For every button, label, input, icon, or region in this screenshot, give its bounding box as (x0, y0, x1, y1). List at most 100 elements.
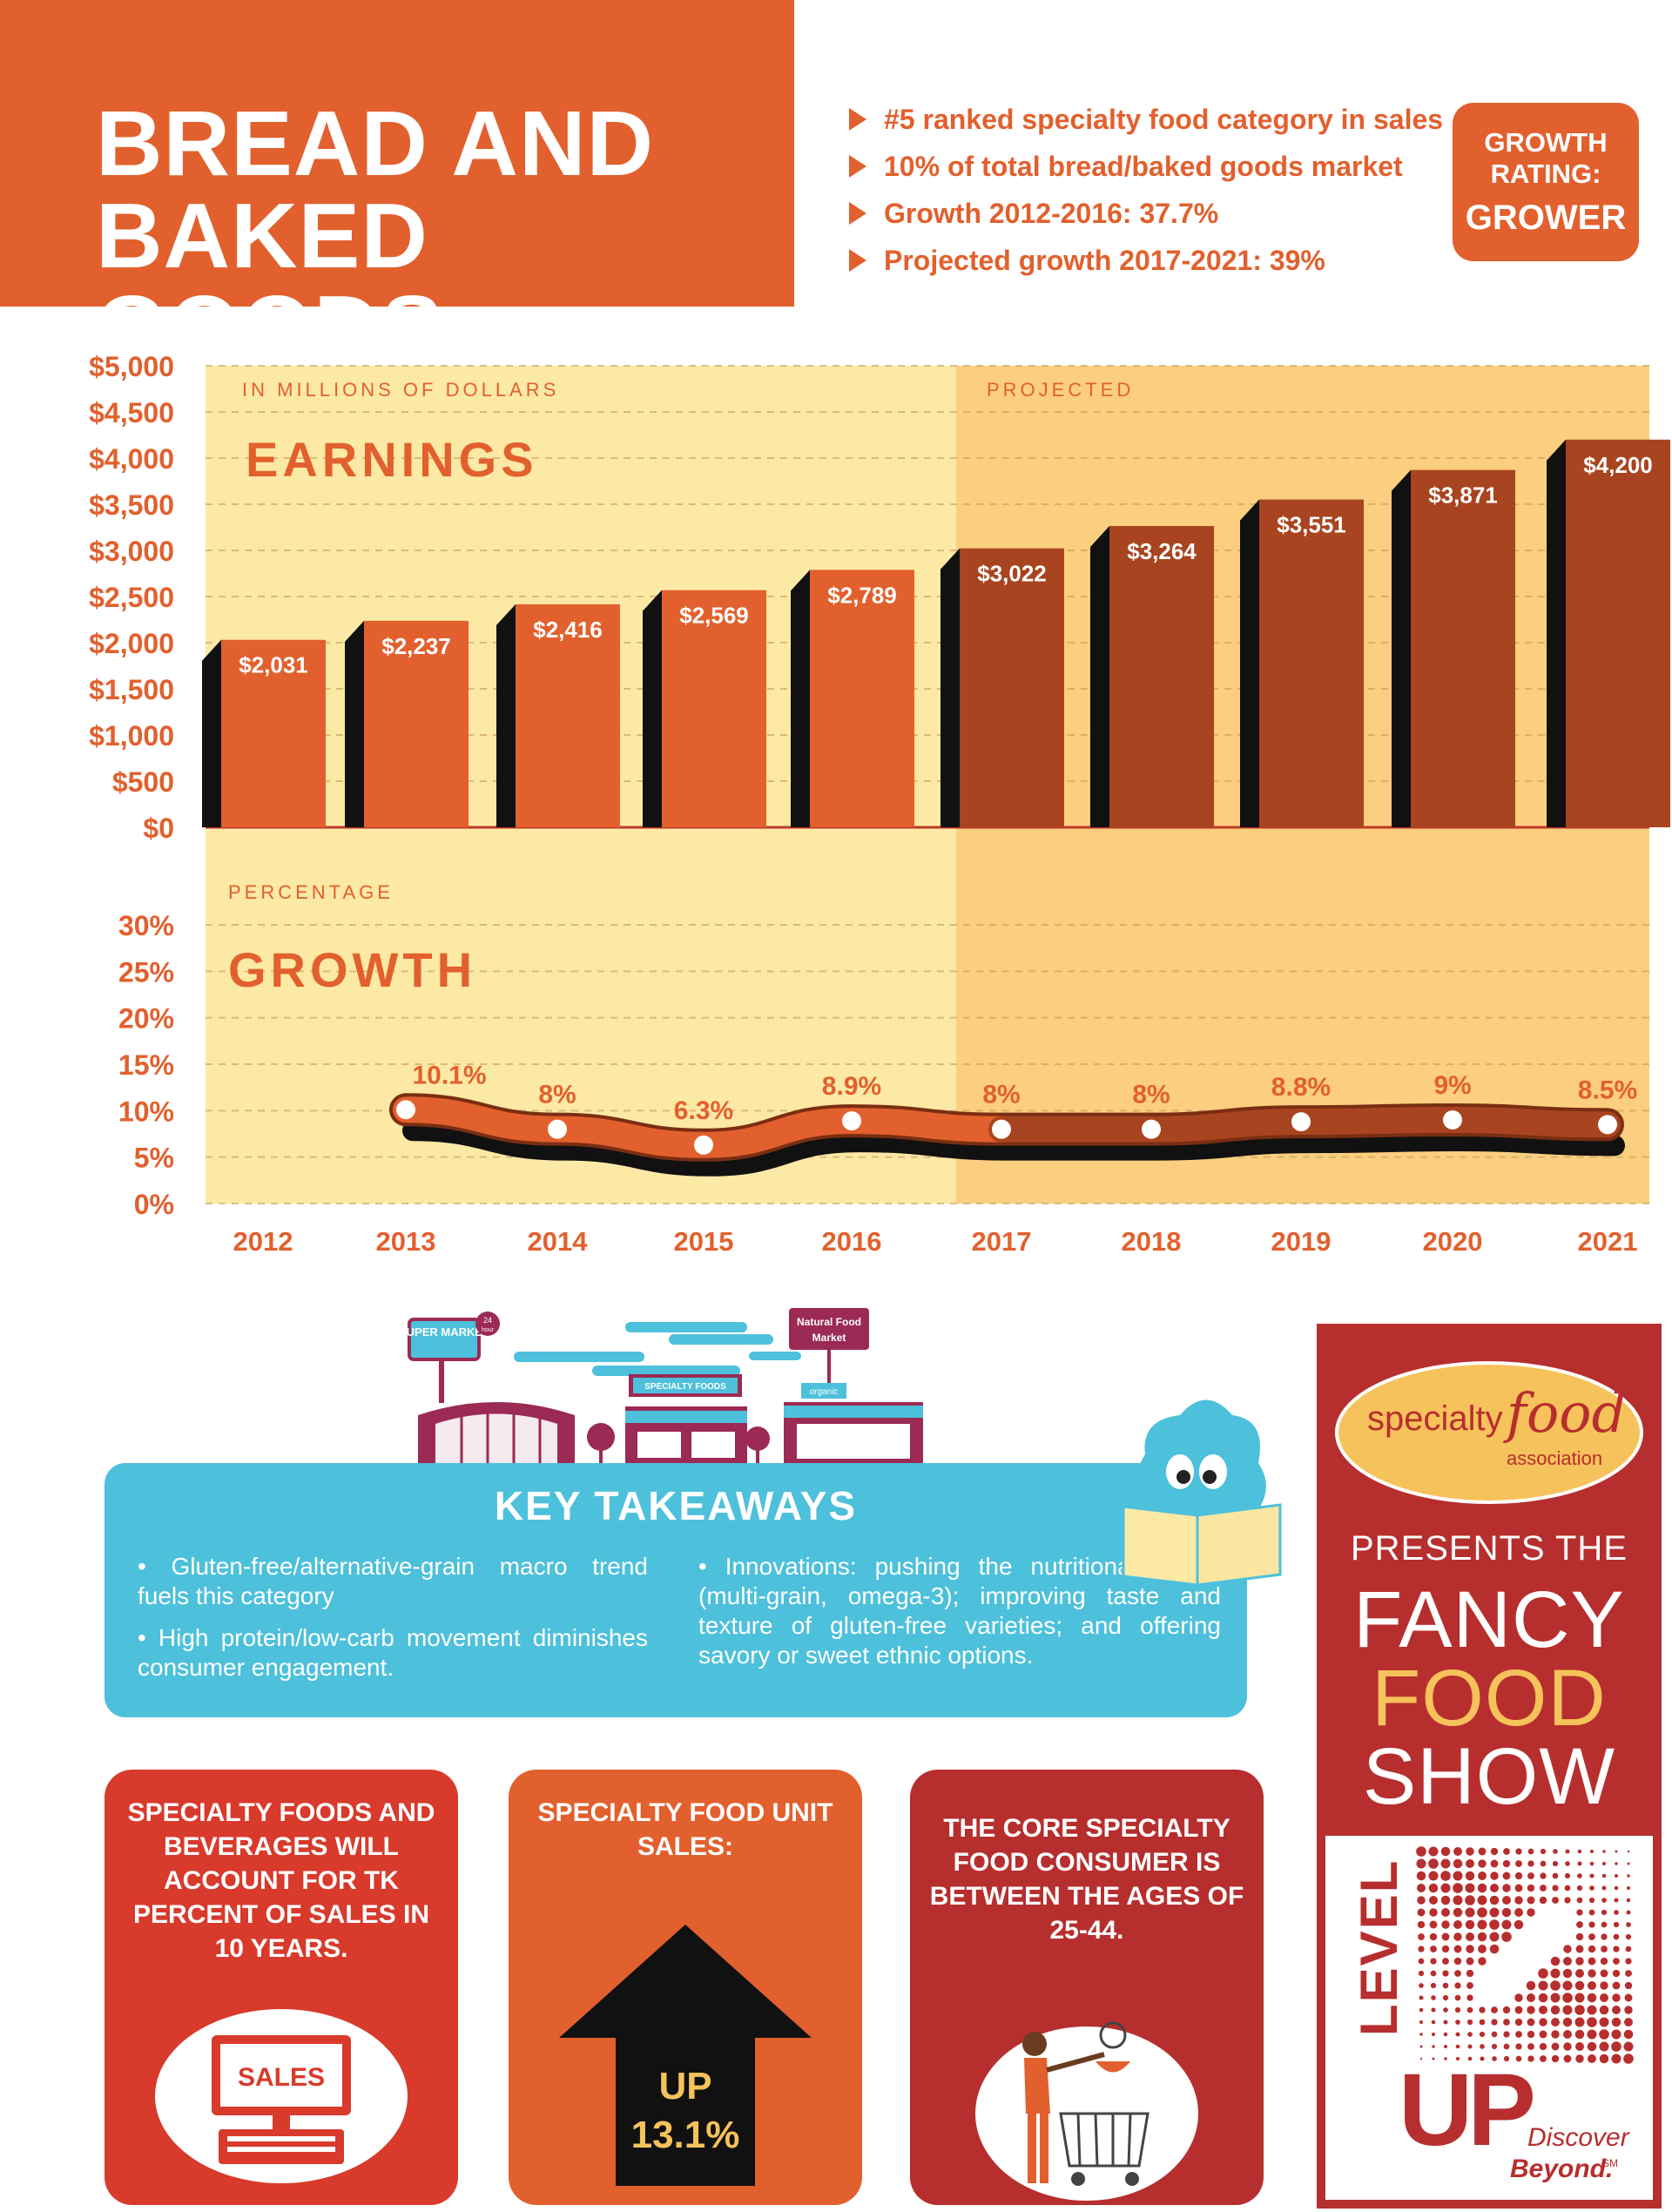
takeaway-item: • High protein/low-carb movement diminis… (138, 1624, 648, 1681)
earnings-value-label: $2,031 (239, 652, 308, 678)
svg-text:Market: Market (812, 1332, 846, 1344)
halftone-dot (1552, 1872, 1559, 1879)
unit-sales-card: SPECIALTY FOOD UNIT SALES: UP 13.1% (509, 1770, 862, 2205)
growth-y-tick-label: 10% (118, 1096, 174, 1127)
halftone-dot (1492, 2056, 1497, 2061)
growth-point (396, 1100, 415, 1120)
earnings-y-tick-label: $3,000 (89, 536, 174, 567)
halftone-dot (1417, 1884, 1426, 1892)
earnings-y-tick-label: $0 (143, 813, 174, 844)
growth-value-label: 8% (982, 1081, 1020, 1109)
halftone-dot (1478, 1945, 1487, 1953)
halftone-dot (1627, 1850, 1630, 1853)
sales-forecast-card: SPECIALTY FOODS AND BEVERAGES WILL ACCOU… (104, 1770, 458, 2205)
halftone-dot (1467, 2056, 1473, 2061)
halftone-dot (1432, 2057, 1435, 2060)
halftone-dot (1454, 2006, 1461, 2013)
halftone-dot (1527, 2018, 1535, 2027)
takeaways-left-column: • Gluten-free/alternative-grain macro tr… (138, 1552, 648, 1695)
halftone-dot (1602, 1850, 1606, 1853)
halftone-dot (1430, 1982, 1437, 1989)
halftone-dot (1614, 1898, 1619, 1903)
halftone-dot (1515, 1848, 1522, 1855)
earnings-y-tick-label: $4,500 (89, 397, 174, 428)
earnings-bar-2013 (364, 620, 469, 827)
earnings-bar-shadow (345, 620, 364, 827)
projected-label: PROJECTED (987, 379, 1134, 401)
halftone-dot (1478, 1957, 1487, 1966)
halftone-dot (1418, 1958, 1425, 1965)
halftone-dot (1503, 2019, 1510, 2026)
halftone-dot (1429, 1896, 1438, 1905)
halftone-dot (1431, 1995, 1436, 2000)
earnings-value-label: $2,416 (533, 617, 603, 643)
halftone-dot (1575, 1969, 1584, 1978)
halftone-dot (1465, 1919, 1475, 1930)
halftone-dot (1564, 1897, 1571, 1904)
halftone-dot (1455, 2044, 1460, 2049)
cloud-icon (514, 1322, 801, 1376)
logo-word-food: food (1503, 1381, 1626, 1445)
halftone-dot (1540, 1860, 1547, 1867)
halftone-dot (1453, 1957, 1462, 1966)
earnings-y-tick-label: $500 (112, 766, 174, 798)
halftone-dot (1527, 1848, 1534, 1855)
halftone-dot (1491, 2043, 1498, 2050)
core-consumer-card: THE CORE SPECIALTY FOOD CONSUMER IS BETW… (910, 1770, 1264, 2205)
halftone-dot (1514, 1919, 1524, 1930)
halftone-dot (1491, 2031, 1498, 2038)
halftone-dot (1626, 1910, 1631, 1915)
halftone-dot (1466, 1945, 1474, 1953)
earnings-bar-shadow (1240, 499, 1259, 827)
halftone-dot (1453, 1895, 1463, 1905)
halftone-dot (1490, 1871, 1499, 1880)
halftone-dot (1540, 1872, 1547, 1879)
halftone-dot (1562, 1980, 1573, 1991)
halftone-dot (1538, 1993, 1548, 2003)
takeaway-item: • Gluten-free/alternative-grain macro tr… (138, 1553, 648, 1609)
halftone-dot (1600, 1957, 1608, 1966)
halftone-dot (1565, 1849, 1570, 1854)
halftone-dot (1453, 1945, 1462, 1953)
halftone-dot (1453, 1847, 1462, 1856)
halftone-dot (1419, 2057, 1423, 2060)
halftone-dot (1527, 2006, 1535, 2014)
x-tick-label: 2019 (1271, 1226, 1332, 1257)
halftone-dot (1614, 1885, 1619, 1891)
halftone-dot (1588, 1957, 1596, 1966)
halftone-dot (1527, 1896, 1535, 1905)
halftone-dot (1611, 2041, 1621, 2052)
halftone-dot (1467, 2044, 1473, 2049)
halftone-dot (1453, 1871, 1463, 1881)
halftone-dot (1551, 2042, 1560, 2051)
halftone-dot (1514, 2006, 1523, 2014)
presents-the-text: PRESENTS THE (1351, 1529, 1628, 1568)
beyond-text: Beyond. (1510, 2155, 1613, 2183)
halftone-dot (1441, 1932, 1450, 1941)
halftone-dot (1588, 1981, 1596, 1990)
halftone-dot (1429, 1908, 1438, 1917)
earnings-bar-2015 (662, 590, 766, 827)
earnings-y-tick-label: $5,000 (89, 351, 174, 382)
halftone-dot (1601, 1946, 1608, 1952)
halftone-dot (1588, 1897, 1595, 1904)
sales-forecast-text: SPECIALTY FOODS AND BEVERAGES WILL ACCOU… (127, 1798, 435, 1963)
halftone-dot (1563, 1945, 1572, 1953)
halftone-dot (1600, 1981, 1608, 1990)
growth-value-label: 8% (1132, 1081, 1170, 1109)
halftone-dot (1440, 1895, 1451, 1905)
halftone-dot (1419, 1983, 1424, 1988)
halftone-dot (1428, 1846, 1439, 1857)
halftone-dot (1430, 1946, 1437, 1952)
halftone-dot (1453, 1907, 1463, 1918)
growth-point (694, 1135, 713, 1155)
halftone-dot (1489, 1907, 1500, 1918)
earnings-bar-shadow (496, 604, 516, 827)
earnings-subtitle: IN MILLIONS OF DOLLARS (242, 379, 559, 401)
halftone-dot (1503, 2055, 1510, 2062)
tree-icon (587, 1423, 770, 1472)
halftone-dot (1574, 2029, 1585, 2040)
growth-point (1443, 1110, 1462, 1130)
growth-point (1142, 1119, 1161, 1139)
halftone-dot (1611, 2054, 1621, 2064)
